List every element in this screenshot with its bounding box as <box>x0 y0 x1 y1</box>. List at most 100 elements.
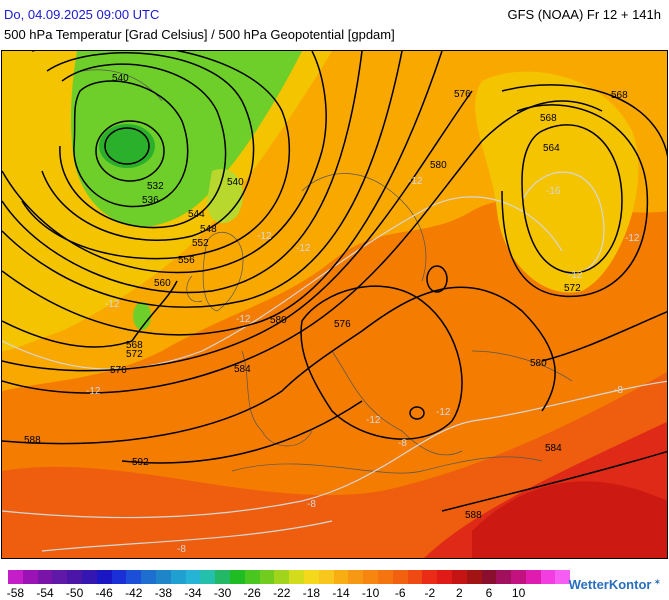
legend-label: -38 <box>154 586 173 600</box>
geopotential-label: 568 <box>540 113 557 124</box>
color-legend: -58 -54 -50 -46 -42 -38 -34 -30 -26 -22 -18 -14 -10-… <box>7 570 571 600</box>
legend-label: -10 <box>361 586 380 600</box>
geopotential-label: 544 <box>188 209 205 220</box>
geopotential-label: 572 <box>126 349 143 360</box>
legend-label: -14 <box>332 586 350 600</box>
legend-label: 10 <box>511 586 526 600</box>
geopotential-label: 576 <box>334 319 351 330</box>
forecast-datetime: Do, 04.09.2025 09:00 UTC <box>4 7 160 22</box>
brand-name: WetterKontor <box>568 577 652 592</box>
legend-swatch <box>555 570 571 584</box>
temperature-label: -12 <box>296 243 311 254</box>
legend-label: -46 <box>95 586 113 600</box>
legend-swatch <box>525 570 541 584</box>
legend-label: -34 <box>184 586 202 600</box>
geopotential-contours <box>2 51 667 512</box>
geopotential-label: 556 <box>178 255 195 266</box>
geopotential-label: 564 <box>543 143 560 154</box>
geopotential-label: 592 <box>132 457 149 468</box>
temperature-label: -16 <box>546 186 561 197</box>
legend-label: -6 <box>394 586 406 600</box>
geopotential-label: 536 <box>142 195 159 206</box>
legend-label: -22 <box>273 586 291 600</box>
legend-swatch <box>363 570 378 584</box>
temperature-label: -12 <box>236 314 251 325</box>
legend-swatch <box>466 570 482 584</box>
legend-swatch <box>407 570 423 584</box>
temperature-label: -12 <box>105 299 120 310</box>
legend-swatch <box>259 570 275 584</box>
legend-swatch <box>481 570 497 584</box>
legend-label: 2 <box>456 586 463 600</box>
legend-swatch <box>200 570 216 584</box>
geopotential-labels: 540 532 536 540 544 548 552 556 560 568 … <box>24 73 628 521</box>
brand-star-icon: ✶ <box>653 577 661 587</box>
legend-swatch <box>289 570 304 584</box>
temperature-label: -12 <box>408 176 423 187</box>
legend-label: 6 <box>485 586 493 600</box>
legend-label: -30 <box>213 586 232 600</box>
temperature-shading-dark-red <box>472 481 667 558</box>
legend-swatch <box>155 570 171 584</box>
legend-swatch <box>333 570 349 584</box>
legend-swatch <box>274 570 290 584</box>
weather-map[interactable]: 540 532 536 540 544 548 552 556 560 568 … <box>1 50 668 559</box>
geopotential-label: 576 <box>110 365 127 376</box>
temperature-label: -12 <box>436 407 451 418</box>
legend-swatch <box>81 570 97 584</box>
isotherms <box>2 171 667 552</box>
legend-label: -42 <box>125 586 143 600</box>
legend-swatch <box>540 570 556 584</box>
geopotential-label: 584 <box>234 364 251 375</box>
temperature-label: -8 <box>398 438 407 449</box>
legend-swatch <box>126 570 142 584</box>
temperature-label: -8 <box>177 544 186 555</box>
temperature-label: -12 <box>86 386 101 397</box>
legend-swatch <box>318 570 334 584</box>
geopotential-label: 584 <box>545 443 562 454</box>
legend-swatch <box>22 570 38 584</box>
geopotential-label: 568 <box>126 340 143 351</box>
legend-color-bar <box>8 570 571 584</box>
geopotential-label: 588 <box>24 435 41 446</box>
cold-pocket-shading <box>133 302 151 330</box>
geopotential-label: 548 <box>200 224 217 235</box>
legend-swatch <box>111 570 127 584</box>
geopotential-label: 576 <box>454 89 471 100</box>
temperature-label: -12 <box>366 415 381 426</box>
legend-swatch <box>229 570 245 584</box>
temperature-shading-yellow-green <box>207 169 243 224</box>
geopotential-label: 572 <box>564 283 581 294</box>
brand-logo[interactable]: WetterKontor ✶ <box>569 577 661 592</box>
temperature-labels: -12 -12 -12 -12 -12 -12 -12 -12 -8 -8 -8… <box>86 176 640 555</box>
map-subtitle: 500 hPa Temperatur [Grad Celsius] / 500 … <box>4 27 395 42</box>
geopotential-label: 580 <box>270 315 287 326</box>
temperature-label: -12 <box>625 233 640 244</box>
legend-swatch <box>8 570 23 584</box>
geopotential-label: 540 <box>227 177 244 188</box>
legend-label: -26 <box>243 586 261 600</box>
geopotential-label: 568 <box>611 90 628 101</box>
legend-label: -2 <box>424 586 436 600</box>
legend-swatch <box>244 570 260 584</box>
legend-labels: -58 -54 -50 -46 -42 -38 -34 -30 -26 -22 -18 -14 -10-… <box>7 584 548 600</box>
legend-swatch <box>52 570 68 584</box>
geopotential-label: 560 <box>154 278 171 289</box>
legend-label: -54 <box>36 586 54 600</box>
legend-swatch <box>496 570 512 584</box>
geopotential-label: 552 <box>192 238 209 249</box>
legend-swatch <box>185 570 201 584</box>
temperature-label: -12 <box>257 231 272 242</box>
model-run-label: GFS (NOAA) Fr 12 + 141h <box>507 7 661 22</box>
legend-label: -18 <box>302 586 321 600</box>
geopotential-label: 580 <box>530 358 547 369</box>
legend-label: -50 <box>65 586 84 600</box>
legend-swatch <box>392 570 408 584</box>
map-canvas: 540 532 536 540 544 548 552 556 560 568 … <box>2 51 667 558</box>
legend-swatch <box>141 570 156 584</box>
legend-swatch <box>511 570 526 584</box>
legend-swatch <box>96 570 112 584</box>
geopotential-label: 532 <box>147 181 164 192</box>
geopotential-label: 540 <box>112 73 129 84</box>
geopotential-label: 580 <box>430 160 447 171</box>
